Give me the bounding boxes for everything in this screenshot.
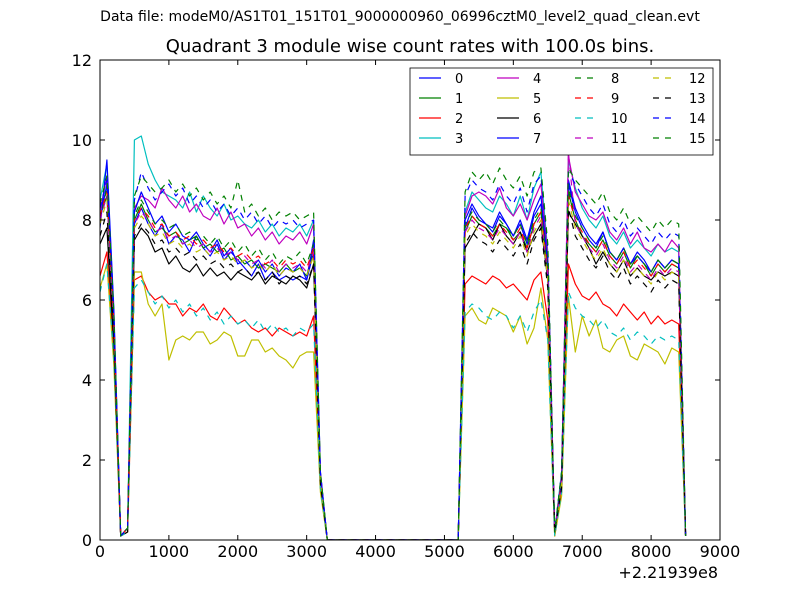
- y-tick-label: 6: [82, 291, 92, 310]
- legend-label-9: 9: [611, 92, 619, 107]
- x-tick-label: 7000: [562, 542, 603, 561]
- legend-label-11: 11: [611, 132, 628, 147]
- x-tick-label: 4000: [355, 542, 396, 561]
- x-tick-label: 0: [95, 542, 105, 561]
- legend-label-10: 10: [611, 112, 628, 127]
- y-tick-label: 2: [82, 451, 92, 470]
- x-tick-label: 5000: [424, 542, 465, 561]
- series-line-3: [100, 135, 687, 540]
- legend-label-14: 14: [689, 112, 706, 127]
- y-tick-label: 10: [72, 131, 92, 150]
- x-offset-label: +2.21939e8: [618, 563, 718, 582]
- legend-label-4: 4: [533, 72, 541, 87]
- series-line-9: [100, 191, 687, 540]
- legend-frame: [409, 67, 714, 156]
- series-line-11: [100, 151, 687, 540]
- series-line-13: [100, 207, 687, 540]
- legend-label-5: 5: [533, 92, 541, 107]
- series-line-10: [100, 263, 687, 540]
- legend-label-7: 7: [533, 132, 541, 147]
- legend-label-3: 3: [455, 132, 463, 147]
- legend-label-12: 12: [689, 72, 706, 87]
- legend-label-8: 8: [611, 72, 619, 87]
- legend-label-6: 6: [533, 112, 541, 127]
- series-line-4: [100, 155, 687, 540]
- chart-supertitle: Data file: modeM0/AS1T01_151T01_90000009…: [100, 9, 700, 25]
- legend-label-13: 13: [689, 92, 706, 107]
- chart-title: Quadrant 3 module wise count rates with …: [165, 36, 655, 57]
- series-line-12: [100, 199, 687, 540]
- x-tick-label: 9000: [700, 542, 741, 561]
- y-tick-label: 4: [82, 371, 92, 390]
- y-tick-label: 0: [82, 531, 92, 550]
- series-line-2: [100, 251, 687, 540]
- x-tick-label: 3000: [286, 542, 327, 561]
- series-layer: [100, 135, 687, 540]
- x-tick-label: 6000: [493, 542, 534, 561]
- x-tick-label: 8000: [631, 542, 672, 561]
- series-line-7: [100, 159, 687, 540]
- series-line-15: [100, 167, 687, 540]
- y-tick-label: 12: [72, 51, 92, 70]
- legend-label-2: 2: [455, 112, 463, 127]
- series-line-5: [100, 263, 687, 540]
- ticks-layer: 0 1000 2000 3000 4000 5000 6000 7000 8000 9000 0 2 4…: [72, 51, 741, 561]
- legend-label-0: 0: [455, 72, 463, 87]
- series-line-14: [100, 171, 687, 540]
- legend-label-1: 1: [455, 92, 463, 107]
- series-line-8: [100, 187, 687, 540]
- series-line-6: [100, 211, 687, 540]
- x-tick-label: 2000: [217, 542, 258, 561]
- y-tick-label: 8: [82, 211, 92, 230]
- legend-label-15: 15: [689, 132, 706, 147]
- x-tick-label: 1000: [149, 542, 190, 561]
